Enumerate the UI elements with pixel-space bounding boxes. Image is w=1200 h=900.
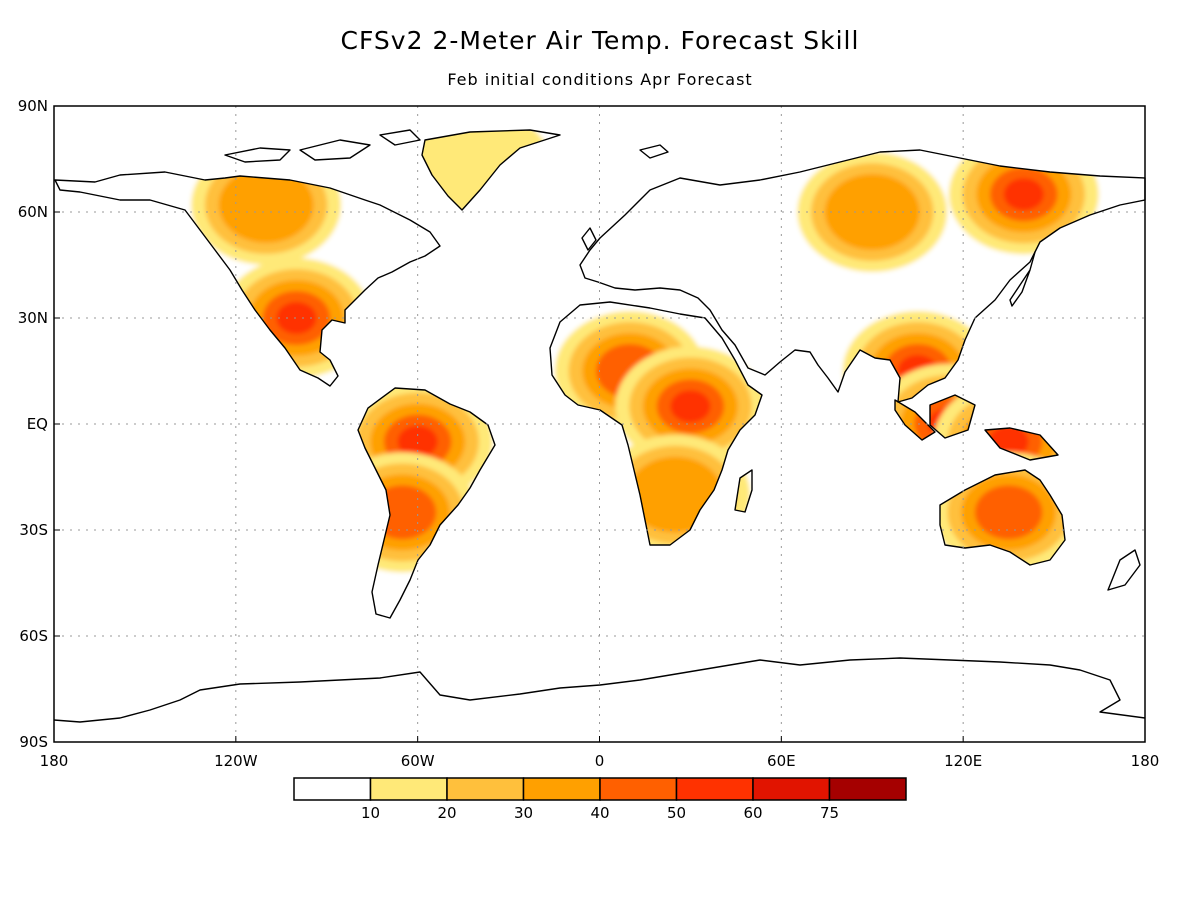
lat-label: 90S <box>19 733 48 751</box>
lon-label: 120E <box>944 752 982 770</box>
lon-label: 120W <box>214 752 258 770</box>
legend-label: 50 <box>667 804 686 822</box>
map-title: CFSv2 2-Meter Air Temp. Forecast Skill <box>340 26 860 55</box>
lon-label: 0 <box>595 752 605 770</box>
legend-swatch <box>522 777 601 801</box>
legend-swatch <box>446 777 525 801</box>
lon-label: 180 <box>1131 752 1160 770</box>
legend-swatch <box>752 777 831 801</box>
legend-swatch <box>675 777 754 801</box>
skill-region-7-level-30 <box>824 174 920 250</box>
lat-label: 60N <box>18 203 48 221</box>
skill-region-1-level-30 <box>218 166 314 243</box>
lon-label: 180 <box>40 752 69 770</box>
legend-swatch <box>293 777 372 801</box>
legend-swatch <box>599 777 678 801</box>
legend-swatch <box>369 777 448 801</box>
skill-region-12-level-40 <box>974 485 1043 540</box>
legend-label: 40 <box>590 804 609 822</box>
skill-region-8-level-50 <box>1003 178 1044 211</box>
coastlines <box>53 129 1146 723</box>
gridlines <box>54 106 1145 742</box>
lat-label: 90N <box>18 97 48 115</box>
lat-label: 30S <box>19 521 48 539</box>
skill-region-5-level-50 <box>670 390 711 423</box>
color-legend: 10 20 30 40 50 60 75 <box>293 777 907 822</box>
map-subtitle: Feb initial conditions Apr Forecast <box>447 70 753 89</box>
legend-label: 20 <box>437 804 456 822</box>
legend-label: 75 <box>820 804 839 822</box>
lat-label: EQ <box>27 415 48 433</box>
lon-label: 60E <box>767 752 796 770</box>
longitude-labels: 180 120W 60W 0 60E 120E 180 <box>40 736 1160 770</box>
legend-label: 30 <box>514 804 533 822</box>
lon-label: 60W <box>401 752 435 770</box>
lat-label: 30N <box>18 309 48 327</box>
lat-label: 60S <box>19 627 48 645</box>
latitude-labels: 90N 60N 30N EQ 30S 60S 90S <box>18 97 60 751</box>
legend-label: 10 <box>361 804 380 822</box>
skill-region-2-level-50 <box>397 425 438 458</box>
legend-label: 60 <box>743 804 762 822</box>
legend-swatch <box>828 777 907 801</box>
skill-region-0-level-50 <box>276 302 317 334</box>
